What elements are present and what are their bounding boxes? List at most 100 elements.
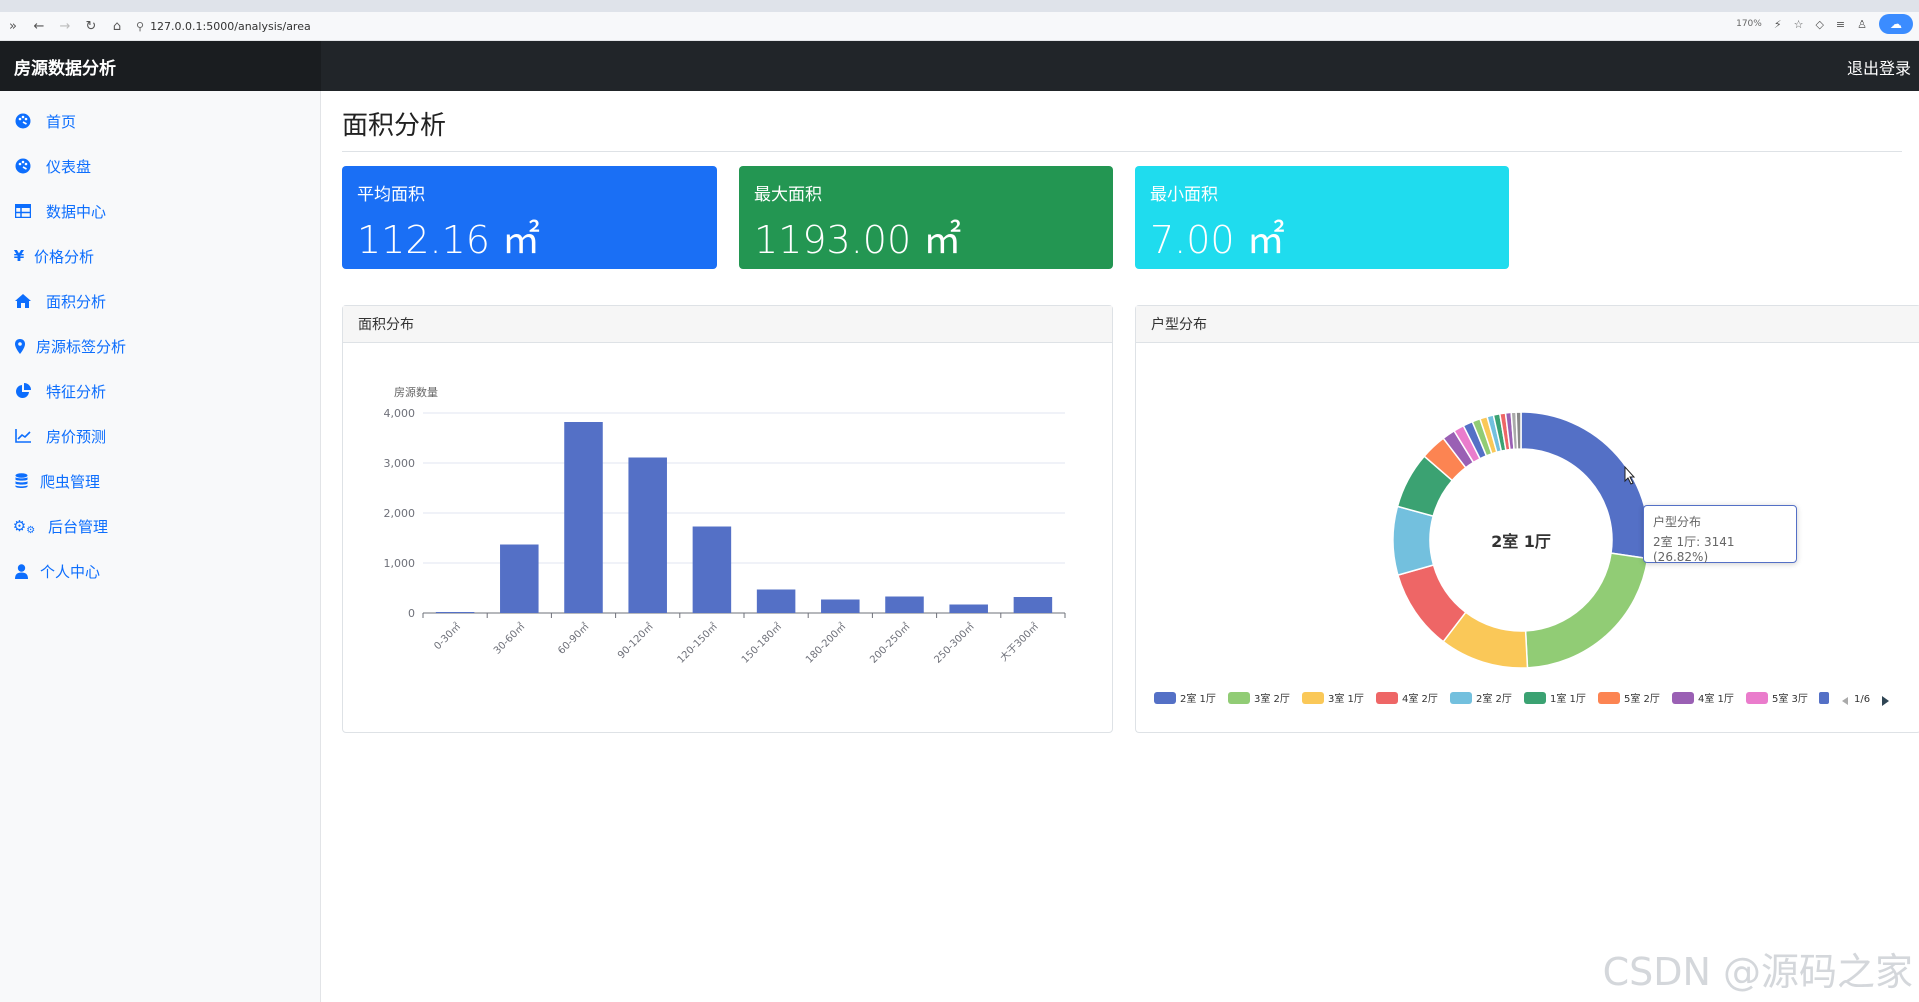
sidebar-item-label: 价格分析	[34, 247, 95, 266]
bar	[949, 604, 988, 613]
area-bar-chart: 房源数量 4,000 3,000 2,000 1,000 0 0-30㎡ 30-60㎡ 60-9…	[384, 385, 1066, 666]
legend-swatch	[1450, 692, 1472, 704]
sidebar-item-label: 爬虫管理	[40, 472, 101, 491]
page-title: 面积分析	[342, 111, 447, 141]
sidebar-item-feature-analysis[interactable]: 特征分析	[14, 376, 106, 406]
donut-slice	[1392, 505, 1435, 577]
user-icon	[14, 562, 28, 580]
x-tick-label: 250-300㎡	[932, 621, 977, 666]
x-tick-label: 180-200㎡	[803, 621, 848, 666]
profile-icon[interactable]: ♙	[1857, 17, 1867, 31]
stat-value: 112.16 ㎡	[357, 218, 541, 262]
logout-link[interactable]: 退出登录	[1846, 59, 1911, 78]
y-tick-label: 2,000	[384, 507, 416, 520]
bar	[821, 599, 860, 613]
yen-icon: ¥	[13, 247, 25, 265]
stat-label: 最小面积	[1150, 185, 1218, 205]
table-icon	[14, 202, 32, 220]
tooltip-title: 户型分布	[1653, 515, 1702, 529]
star-icon[interactable]: ☆	[1793, 17, 1804, 31]
legend-label: 3室 2厅	[1254, 692, 1290, 705]
x-tick-label: 60-90㎡	[556, 621, 592, 657]
reload-icon[interactable]: ↻	[85, 18, 97, 34]
x-tick-label: 90-120㎡	[615, 621, 656, 662]
layout-distribution-panel: 户型分布 2室 1厅 2室 1厅 3室 2厅 3室 1厅 4室 2厅 2室 2厅 1室 1厅…	[1135, 305, 1919, 733]
legend-label: 3室 1厅	[1328, 692, 1364, 705]
legend-swatch	[1819, 692, 1829, 704]
pie-chart-icon	[14, 382, 32, 400]
bar	[756, 589, 796, 613]
sidebar-item-price-analysis[interactable]: ¥ 价格分析	[14, 241, 94, 271]
sidebar-item-profile[interactable]: 个人中心	[14, 556, 100, 586]
stat-card-min-area: 最小面积 7.00 ㎡	[1135, 166, 1509, 269]
legend-prev-icon	[1842, 697, 1848, 705]
stat-card-max-area: 最大面积 1193.00 ㎡	[739, 166, 1113, 269]
sidebar-item-data-center[interactable]: 数据中心	[14, 196, 106, 226]
brand-title[interactable]: 房源数据分析	[0, 41, 321, 91]
legend-label: 5室 2厅	[1624, 692, 1660, 705]
legend-swatch	[1302, 692, 1324, 704]
sidebar-item-area-analysis[interactable]: 面积分析	[14, 286, 106, 316]
bar	[1013, 597, 1053, 613]
area-distribution-panel: 面积分布 房源数量 4,000 3,000 2,000 1,000 0 0-30㎡ 30-60…	[342, 305, 1113, 733]
legend-swatch	[1154, 692, 1176, 704]
watermark: CSDN @源码之家	[1602, 950, 1913, 994]
home-icon	[14, 292, 32, 310]
x-tick-label: 0-30㎡	[432, 621, 464, 653]
sidebar-item-admin[interactable]: ⚙ ⚙ 后台管理	[12, 511, 108, 541]
legend-label: 5室 3厅	[1772, 692, 1808, 705]
x-tick-label: 30-60㎡	[491, 621, 527, 657]
donut-slice	[1515, 411, 1522, 450]
bar	[500, 544, 539, 613]
zoom-level[interactable]: 170%	[1736, 19, 1762, 29]
tooltip-text: 2室 1厅: 3141 (26.82%)	[1653, 535, 1735, 564]
cursor-icon	[1624, 465, 1636, 485]
legend-label: 4室 2厅	[1402, 692, 1438, 705]
legend-swatch	[1672, 692, 1694, 704]
palette-icon	[14, 112, 32, 130]
cloud-icon[interactable]: ☁	[1879, 14, 1913, 34]
sidebar-item-home[interactable]: 首页	[14, 106, 76, 136]
sidebar-item-label: 房源标签分析	[36, 337, 127, 356]
sidebar-item-crawler[interactable]: 爬虫管理	[14, 466, 100, 496]
sidebar-item-price-prediction[interactable]: 房价预测	[14, 421, 106, 451]
menu-icon[interactable]: ≡	[1835, 17, 1846, 31]
layout-donut-chart: 2室 1厅 2室 1厅 3室 2厅 3室 1厅 4室 2厅 2室 2厅 1室 1厅 5室 2厅…	[1154, 411, 1889, 706]
url-text: 127.0.0.1:5000/analysis/area	[150, 19, 311, 33]
sidebar-item-dashboard[interactable]: 仪表盘	[14, 151, 91, 181]
back-icon[interactable]: ←	[33, 18, 45, 34]
extensions-icon[interactable]: ◇	[1815, 17, 1824, 31]
stat-value: 1193.00 ㎡	[754, 218, 962, 262]
forward-icon[interactable]: →	[59, 18, 71, 34]
y-tick-label: 4,000	[384, 407, 416, 420]
palette-icon	[14, 157, 32, 175]
panel-title: 户型分布	[1136, 306, 1919, 343]
sidebar-toggle-icon[interactable]: »	[9, 18, 17, 34]
sidebar-item-tag-analysis[interactable]: 房源标签分析	[14, 331, 126, 361]
bar	[692, 526, 732, 613]
legend-label: 2室 1厅	[1180, 692, 1216, 705]
line-chart-icon	[14, 427, 32, 445]
y-tick-label: 1,000	[384, 557, 416, 570]
legend-label: 2室 2厅	[1476, 692, 1512, 705]
legend-label: 4室 1厅	[1698, 692, 1734, 705]
donut-center-label: 2室 1厅	[1491, 532, 1551, 551]
main-content: 面积分析 平均面积 112.16 ㎡ 最大面积 1193.00 ㎡ 最小面积 7…	[321, 91, 1919, 1002]
sidebar-item-label: 仪表盘	[46, 157, 92, 176]
y-tick-label: 3,000	[384, 457, 416, 470]
sidebar-item-label: 数据中心	[46, 202, 107, 221]
bar	[435, 612, 475, 613]
stat-card-average-area: 平均面积 112.16 ㎡	[342, 166, 717, 269]
sidebar: 首页 仪表盘 数据中心 ¥ 价格分析 面积分析 房源标签分析 特征分析 房价预测…	[0, 91, 321, 1002]
legend-page-indicator: 1/6	[1854, 694, 1870, 705]
home-icon[interactable]: ⌂	[112, 18, 122, 34]
legend-swatch	[1524, 692, 1546, 704]
donut-slice	[1524, 552, 1649, 669]
legend-swatch	[1376, 692, 1398, 704]
sidebar-item-label: 个人中心	[40, 562, 101, 581]
bolt-icon[interactable]: ⚡	[1773, 17, 1782, 31]
sidebar-item-label: 房价预测	[46, 427, 107, 446]
cogs-icon: ⚙ ⚙	[12, 517, 36, 536]
address-bar[interactable]: ⚲ 127.0.0.1:5000/analysis/area	[136, 20, 311, 33]
browser-toolbar: » ← → ↻ ⌂ ⚲ 127.0.0.1:5000/analysis/area…	[0, 12, 1919, 41]
